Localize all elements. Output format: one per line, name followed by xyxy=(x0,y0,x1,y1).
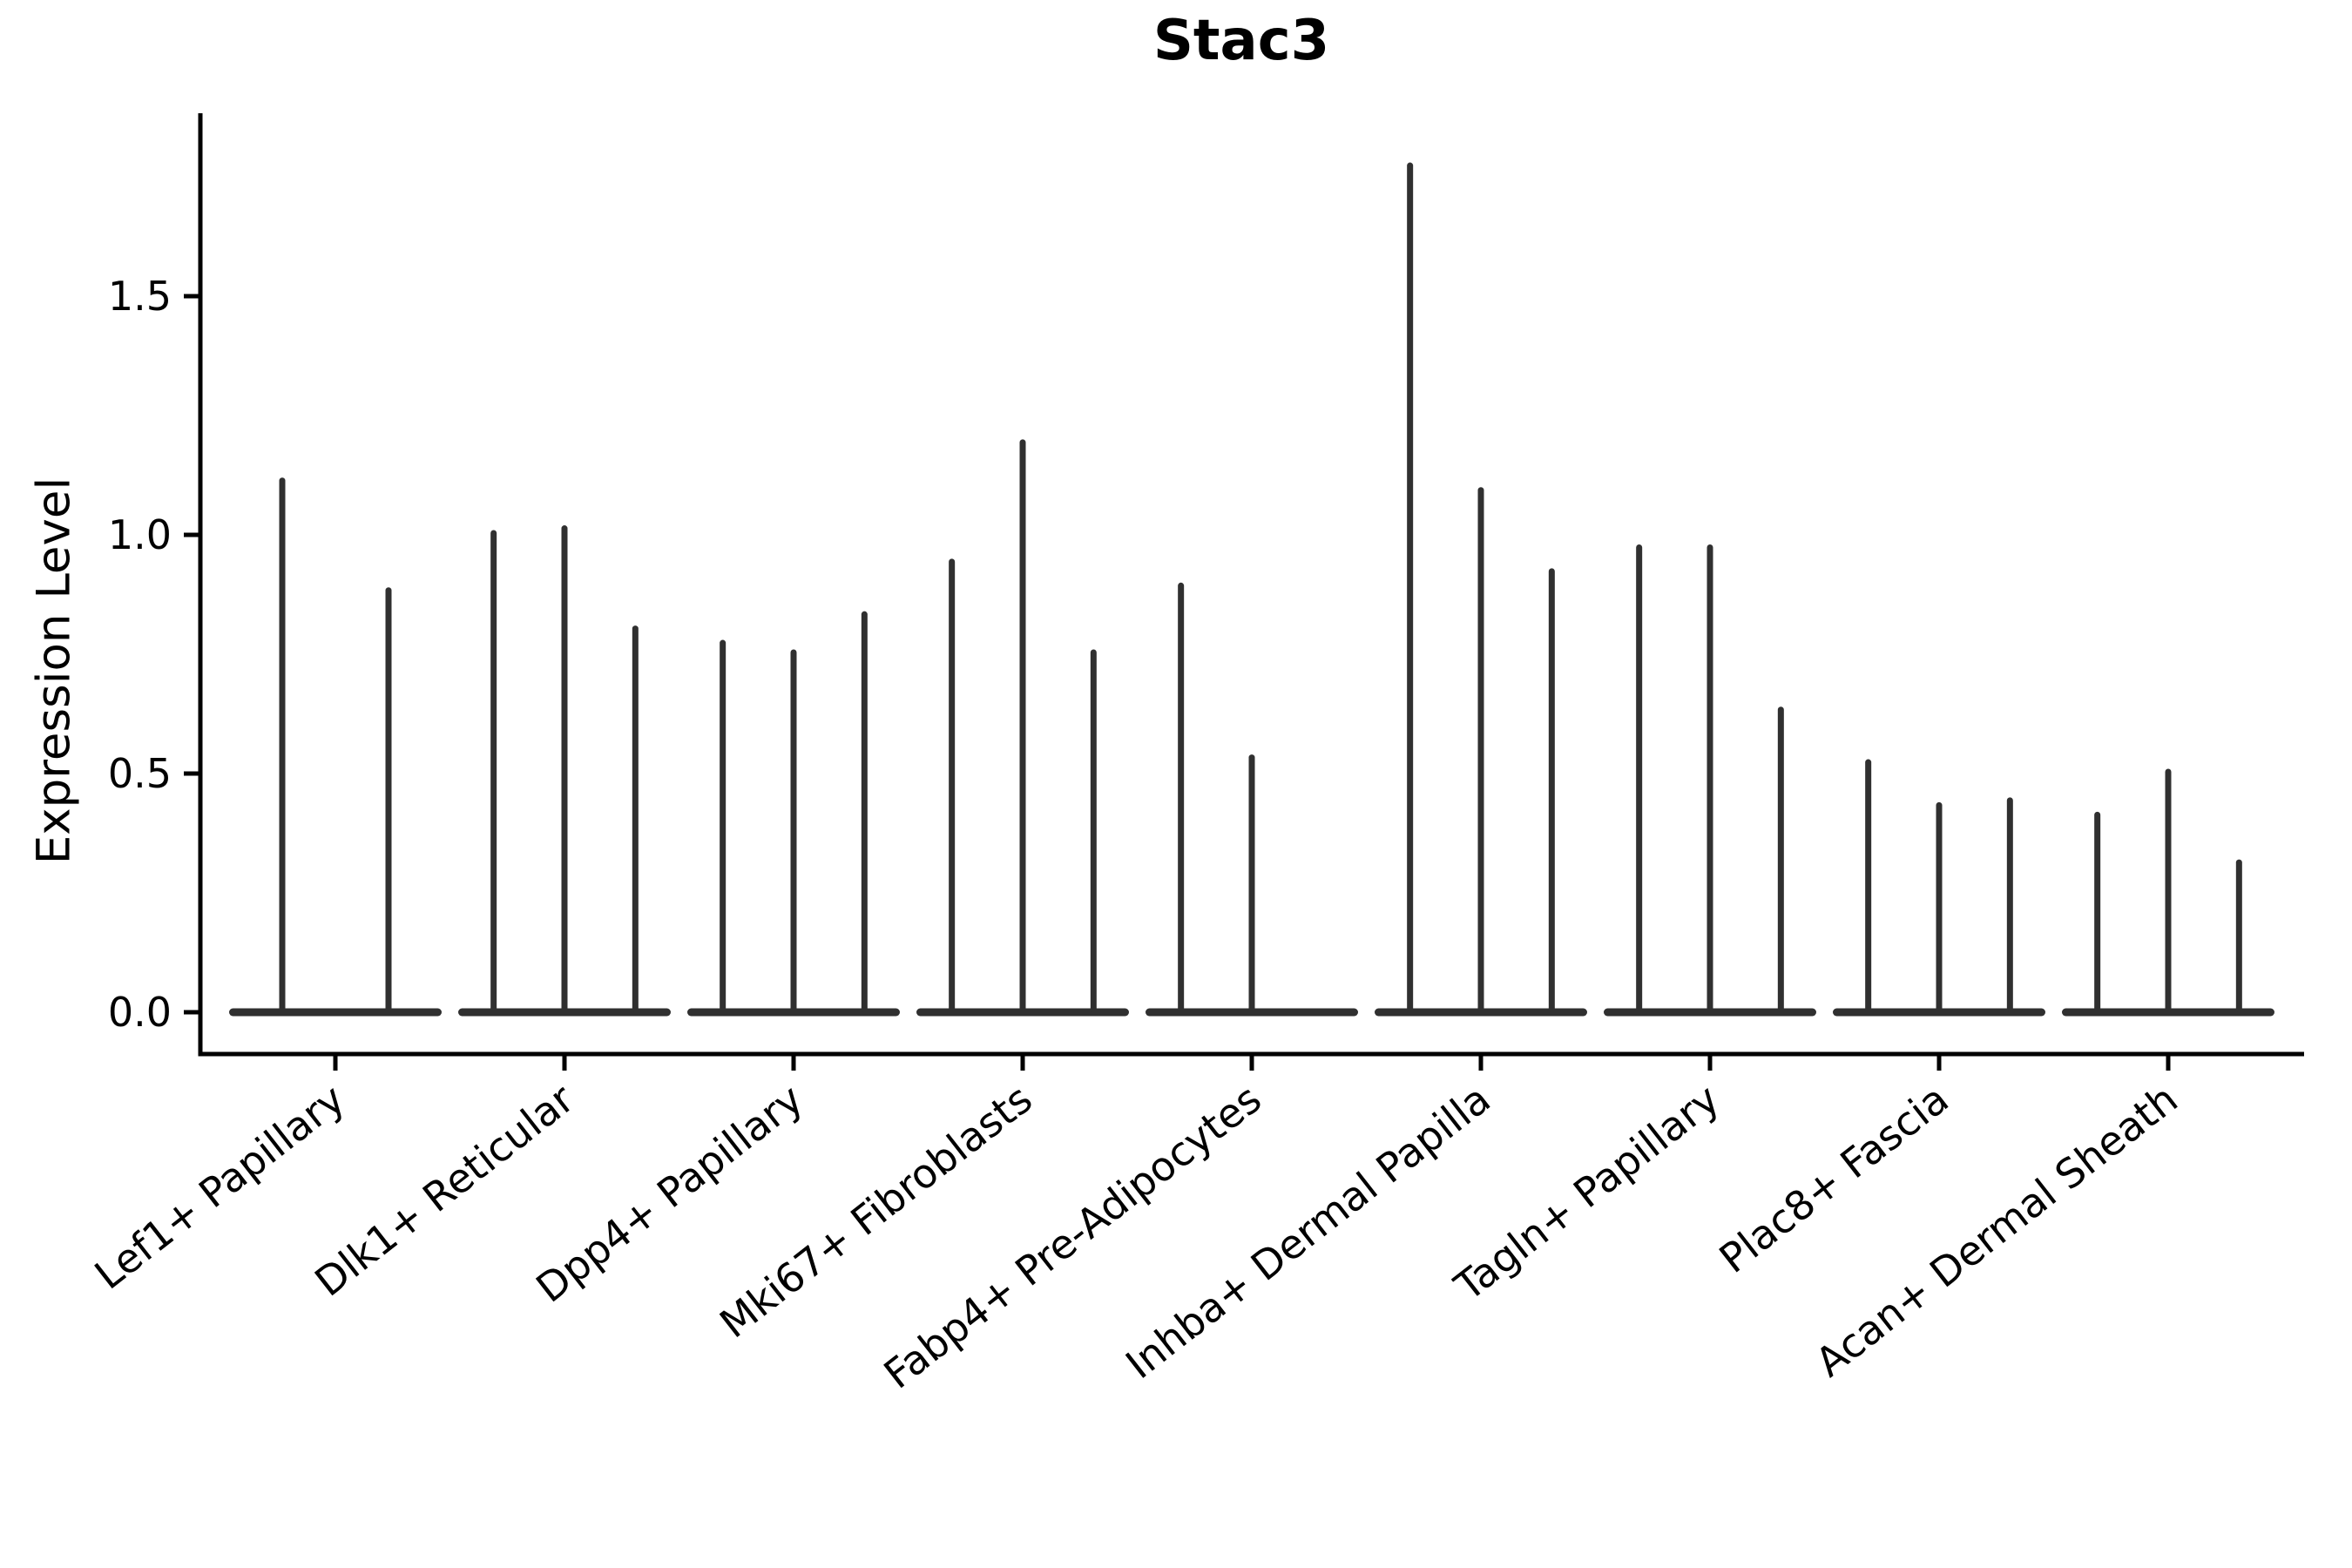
y-tick-label: 0.5 xyxy=(108,750,172,797)
violin-spike xyxy=(949,558,956,1012)
violin-spike xyxy=(2235,859,2242,1012)
violin-spike xyxy=(632,625,639,1012)
violin-spike xyxy=(385,587,392,1012)
chart-title: Stac3 xyxy=(1152,9,1330,73)
violin-spike xyxy=(1477,487,1484,1012)
y-tick-label: 1.5 xyxy=(108,273,172,320)
y-tick-label: 0.0 xyxy=(108,989,172,1036)
x-tick-label: Fabp4+ Pre-Adipocytes xyxy=(875,1075,1270,1398)
violin-spike xyxy=(1707,544,1713,1012)
violin-spike xyxy=(790,649,797,1012)
violin-spike xyxy=(1936,801,1943,1012)
violin-spike xyxy=(561,525,568,1012)
violin-spike xyxy=(2006,797,2013,1012)
violin-spike xyxy=(1019,439,1026,1012)
violin-spike xyxy=(1548,568,1555,1012)
violin-spike xyxy=(1636,544,1643,1012)
violin-spike xyxy=(1407,162,1414,1012)
violin-spike xyxy=(2165,768,2172,1012)
violin-spike xyxy=(1865,759,1872,1012)
violin-spike xyxy=(1090,649,1097,1012)
violin-base xyxy=(229,1008,442,1017)
x-tick-label: Acan+ Dermal Sheath xyxy=(1807,1075,2186,1386)
x-tick-label: Plac8+ Fascia xyxy=(1711,1075,1957,1282)
violin-spike xyxy=(2094,811,2101,1012)
violin-spike xyxy=(1777,706,1784,1012)
y-axis-label: Expression Level xyxy=(27,476,81,865)
violin-spike xyxy=(279,477,286,1012)
violin-spike xyxy=(720,639,727,1012)
y-tick-label: 1.0 xyxy=(108,511,172,558)
violin-spike xyxy=(1178,582,1185,1012)
x-tick-label: Inhba+ Dermal Papilla xyxy=(1117,1075,1498,1388)
violin-spike xyxy=(861,611,868,1012)
violin-spike xyxy=(490,530,497,1012)
violin-spike xyxy=(1248,754,1255,1012)
